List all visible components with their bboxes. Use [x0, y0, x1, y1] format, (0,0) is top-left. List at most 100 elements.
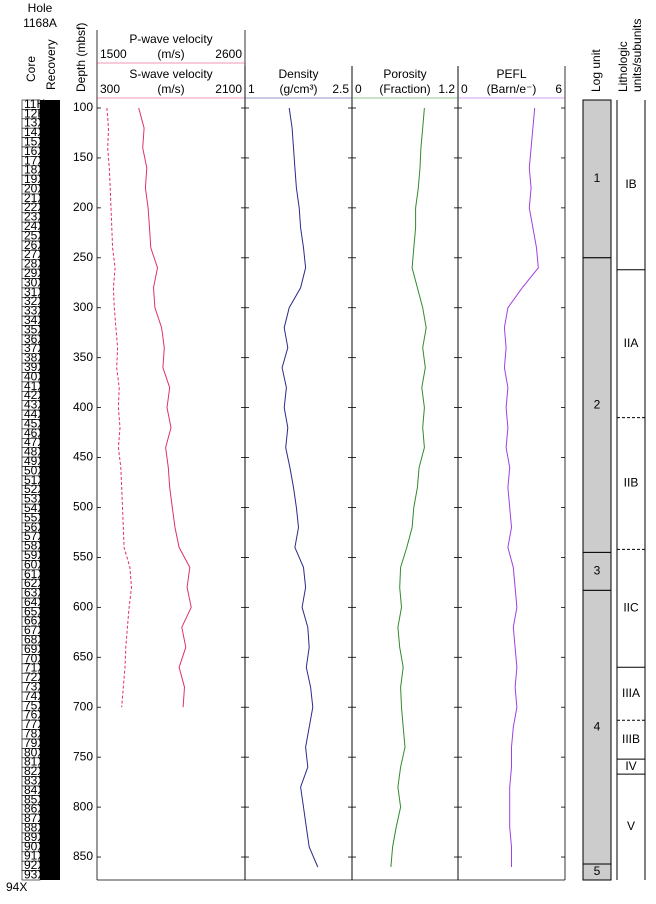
- y-tick-label: 500: [73, 500, 93, 514]
- recovery-label: Recovery: [44, 39, 58, 90]
- core-name: 77X: [24, 717, 45, 731]
- core-name: 67X: [24, 623, 45, 637]
- core-name: 83X: [24, 773, 45, 787]
- core-name: 55X: [24, 510, 45, 524]
- core-name: 46X: [24, 426, 45, 440]
- core-name: 54X: [24, 501, 45, 515]
- y-tick-label: 650: [73, 649, 93, 663]
- core-name: 87X: [24, 811, 45, 825]
- core-name: 48X: [24, 445, 45, 459]
- x-axis-label: (m/s): [157, 47, 184, 61]
- y-tick-label: 400: [73, 400, 93, 414]
- core-name: 63X: [24, 586, 45, 600]
- recovery-column: [40, 100, 60, 880]
- core-name: 40X: [24, 369, 45, 383]
- core-name: 60X: [24, 557, 45, 571]
- y-tick-label: 700: [73, 699, 93, 713]
- y-tick-label: 250: [73, 250, 93, 264]
- core-name: 82X: [24, 764, 45, 778]
- core-name: 90X: [24, 839, 45, 853]
- core-name: 28X: [24, 257, 45, 271]
- x-tick-label: 2.5: [332, 82, 349, 96]
- core-name: 75X: [24, 698, 45, 712]
- core-name: 36X: [24, 332, 45, 346]
- core-name: 16X: [24, 144, 45, 158]
- core-name: 34X: [24, 313, 45, 327]
- y-tick-label: 150: [73, 150, 93, 164]
- core-name: 71X: [24, 661, 45, 675]
- core-name: 22X: [24, 200, 45, 214]
- x-axis-label: (Barn/e⁻): [487, 82, 537, 96]
- core-name: 14X: [24, 125, 45, 139]
- x-tick-label: 2600: [215, 47, 242, 61]
- panel-title: PEFL: [496, 67, 526, 81]
- litho-unit-label: IB: [625, 177, 636, 191]
- x-axis-label: (m/s): [157, 82, 184, 96]
- core-label: Core: [24, 56, 38, 82]
- core-name: 69X: [24, 642, 45, 656]
- log-unit: [582, 589, 612, 865]
- x-axis-label: (g/cm³): [280, 82, 318, 96]
- core-name: 33X: [24, 304, 45, 318]
- series-name: S-wave velocity: [129, 67, 212, 81]
- core-name: 56X: [24, 520, 45, 534]
- core-name: 12H: [24, 106, 46, 120]
- x-axis-label: (Fraction): [379, 82, 430, 96]
- log-unit: [582, 863, 612, 881]
- core-name: 78X: [24, 727, 45, 741]
- core-name: 35X: [24, 322, 45, 336]
- core-name: 42X: [24, 388, 45, 402]
- core-name: 70X: [24, 651, 45, 665]
- core-name: 52X: [24, 482, 45, 496]
- core-name: 88X: [24, 820, 45, 834]
- core-name: 20X: [24, 181, 45, 195]
- core-name: 80X: [24, 745, 45, 759]
- x-tick-label: 1: [248, 82, 255, 96]
- x-tick-label: 2100: [215, 82, 242, 96]
- core-name: 50X: [24, 463, 45, 477]
- core-name: 51X: [24, 473, 45, 487]
- y-tick-label: 350: [73, 350, 93, 364]
- x-tick-label: 1.2: [438, 82, 455, 96]
- litho-unit-label: IV: [625, 759, 636, 773]
- core-name: 72X: [24, 670, 45, 684]
- core-name: 79X: [24, 736, 45, 750]
- core-name: 64X: [24, 595, 45, 609]
- log-curve: [390, 107, 427, 868]
- core-name: 17X: [24, 153, 45, 167]
- core-name: 84X: [24, 783, 45, 797]
- core-name: 94X: [6, 880, 27, 894]
- log-unit-label: 2: [594, 397, 601, 411]
- x-tick-label: 1500: [100, 47, 127, 61]
- core-name: 53X: [24, 492, 45, 506]
- core-name: 91X: [24, 849, 45, 863]
- core-name: 68X: [24, 633, 45, 647]
- hole-label: Hole: [28, 1, 53, 15]
- core-name: 93X: [24, 867, 45, 881]
- log-unit-label: Log unit: [589, 49, 603, 92]
- litho-unit-label: V: [627, 819, 635, 833]
- core-name: 76X: [24, 708, 45, 722]
- core-name: 58X: [24, 539, 45, 553]
- x-tick-label: 0: [461, 82, 468, 96]
- y-tick-label: 450: [73, 450, 93, 464]
- y-tick-label: 600: [73, 600, 93, 614]
- litho-unit-label: IIB: [624, 476, 639, 490]
- y-tick-label: 800: [73, 799, 93, 813]
- y-tick-label: 200: [73, 200, 93, 214]
- core-name: 89X: [24, 830, 45, 844]
- core-name: 15X: [24, 134, 45, 148]
- core-name: 32X: [24, 294, 45, 308]
- litho-unit-label: IIC: [623, 601, 639, 615]
- core-name: 37X: [24, 341, 45, 355]
- x-tick-label: 0: [355, 82, 362, 96]
- core-name: 65X: [24, 604, 45, 618]
- core-name: 27X: [24, 247, 45, 261]
- y-tick-label: 750: [73, 749, 93, 763]
- log-unit-label: 4: [594, 719, 601, 733]
- core-name: 73X: [24, 680, 45, 694]
- core-name: 23X: [24, 210, 45, 224]
- panel-title: Density: [278, 67, 318, 81]
- core-name: 57X: [24, 529, 45, 543]
